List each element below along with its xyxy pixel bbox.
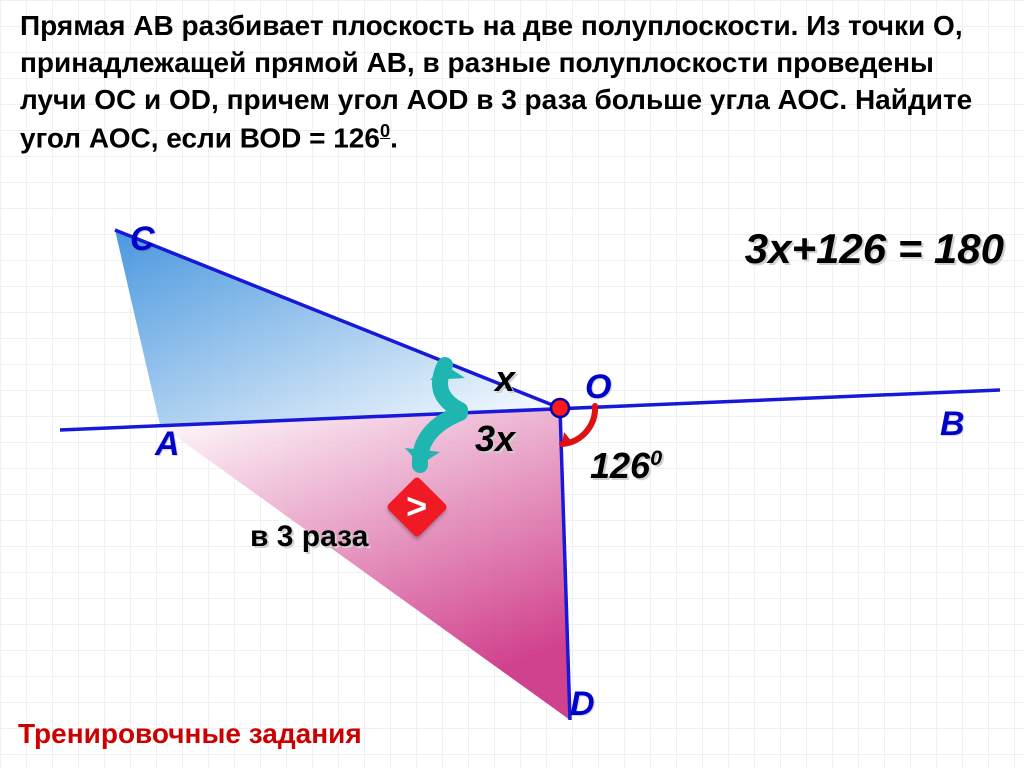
label-d: D bbox=[570, 685, 595, 724]
arc-bod-arrowhead bbox=[562, 432, 573, 444]
label-3x: 3х bbox=[475, 418, 515, 460]
problem-body: Прямая АВ разбивает плоскость на две пол… bbox=[20, 10, 972, 153]
label-bod: 1260 bbox=[590, 445, 662, 487]
point-o-marker bbox=[551, 399, 569, 417]
label-bod-sup: 0 bbox=[650, 445, 662, 470]
label-x: х bbox=[495, 358, 515, 400]
label-ratio: в 3 раза bbox=[250, 520, 368, 554]
label-b: В bbox=[940, 405, 965, 444]
equation-text: 3х+126 = 180 bbox=[745, 225, 1004, 273]
sector-aoc bbox=[115, 230, 560, 425]
label-c: С bbox=[130, 220, 155, 259]
problem-text: Прямая АВ разбивает плоскость на две пол… bbox=[20, 8, 1000, 157]
slide-content: Прямая АВ разбивает плоскость на две пол… bbox=[0, 0, 1024, 768]
label-bod-value: 126 bbox=[590, 445, 650, 486]
ratio-arrow-glyph: > bbox=[406, 486, 427, 528]
problem-degree-sup: 0 bbox=[380, 121, 390, 141]
label-a: А bbox=[155, 425, 180, 464]
problem-tail: . bbox=[390, 122, 398, 153]
footer-text: Тренировочные задания bbox=[18, 718, 362, 750]
label-o: О bbox=[585, 368, 611, 407]
